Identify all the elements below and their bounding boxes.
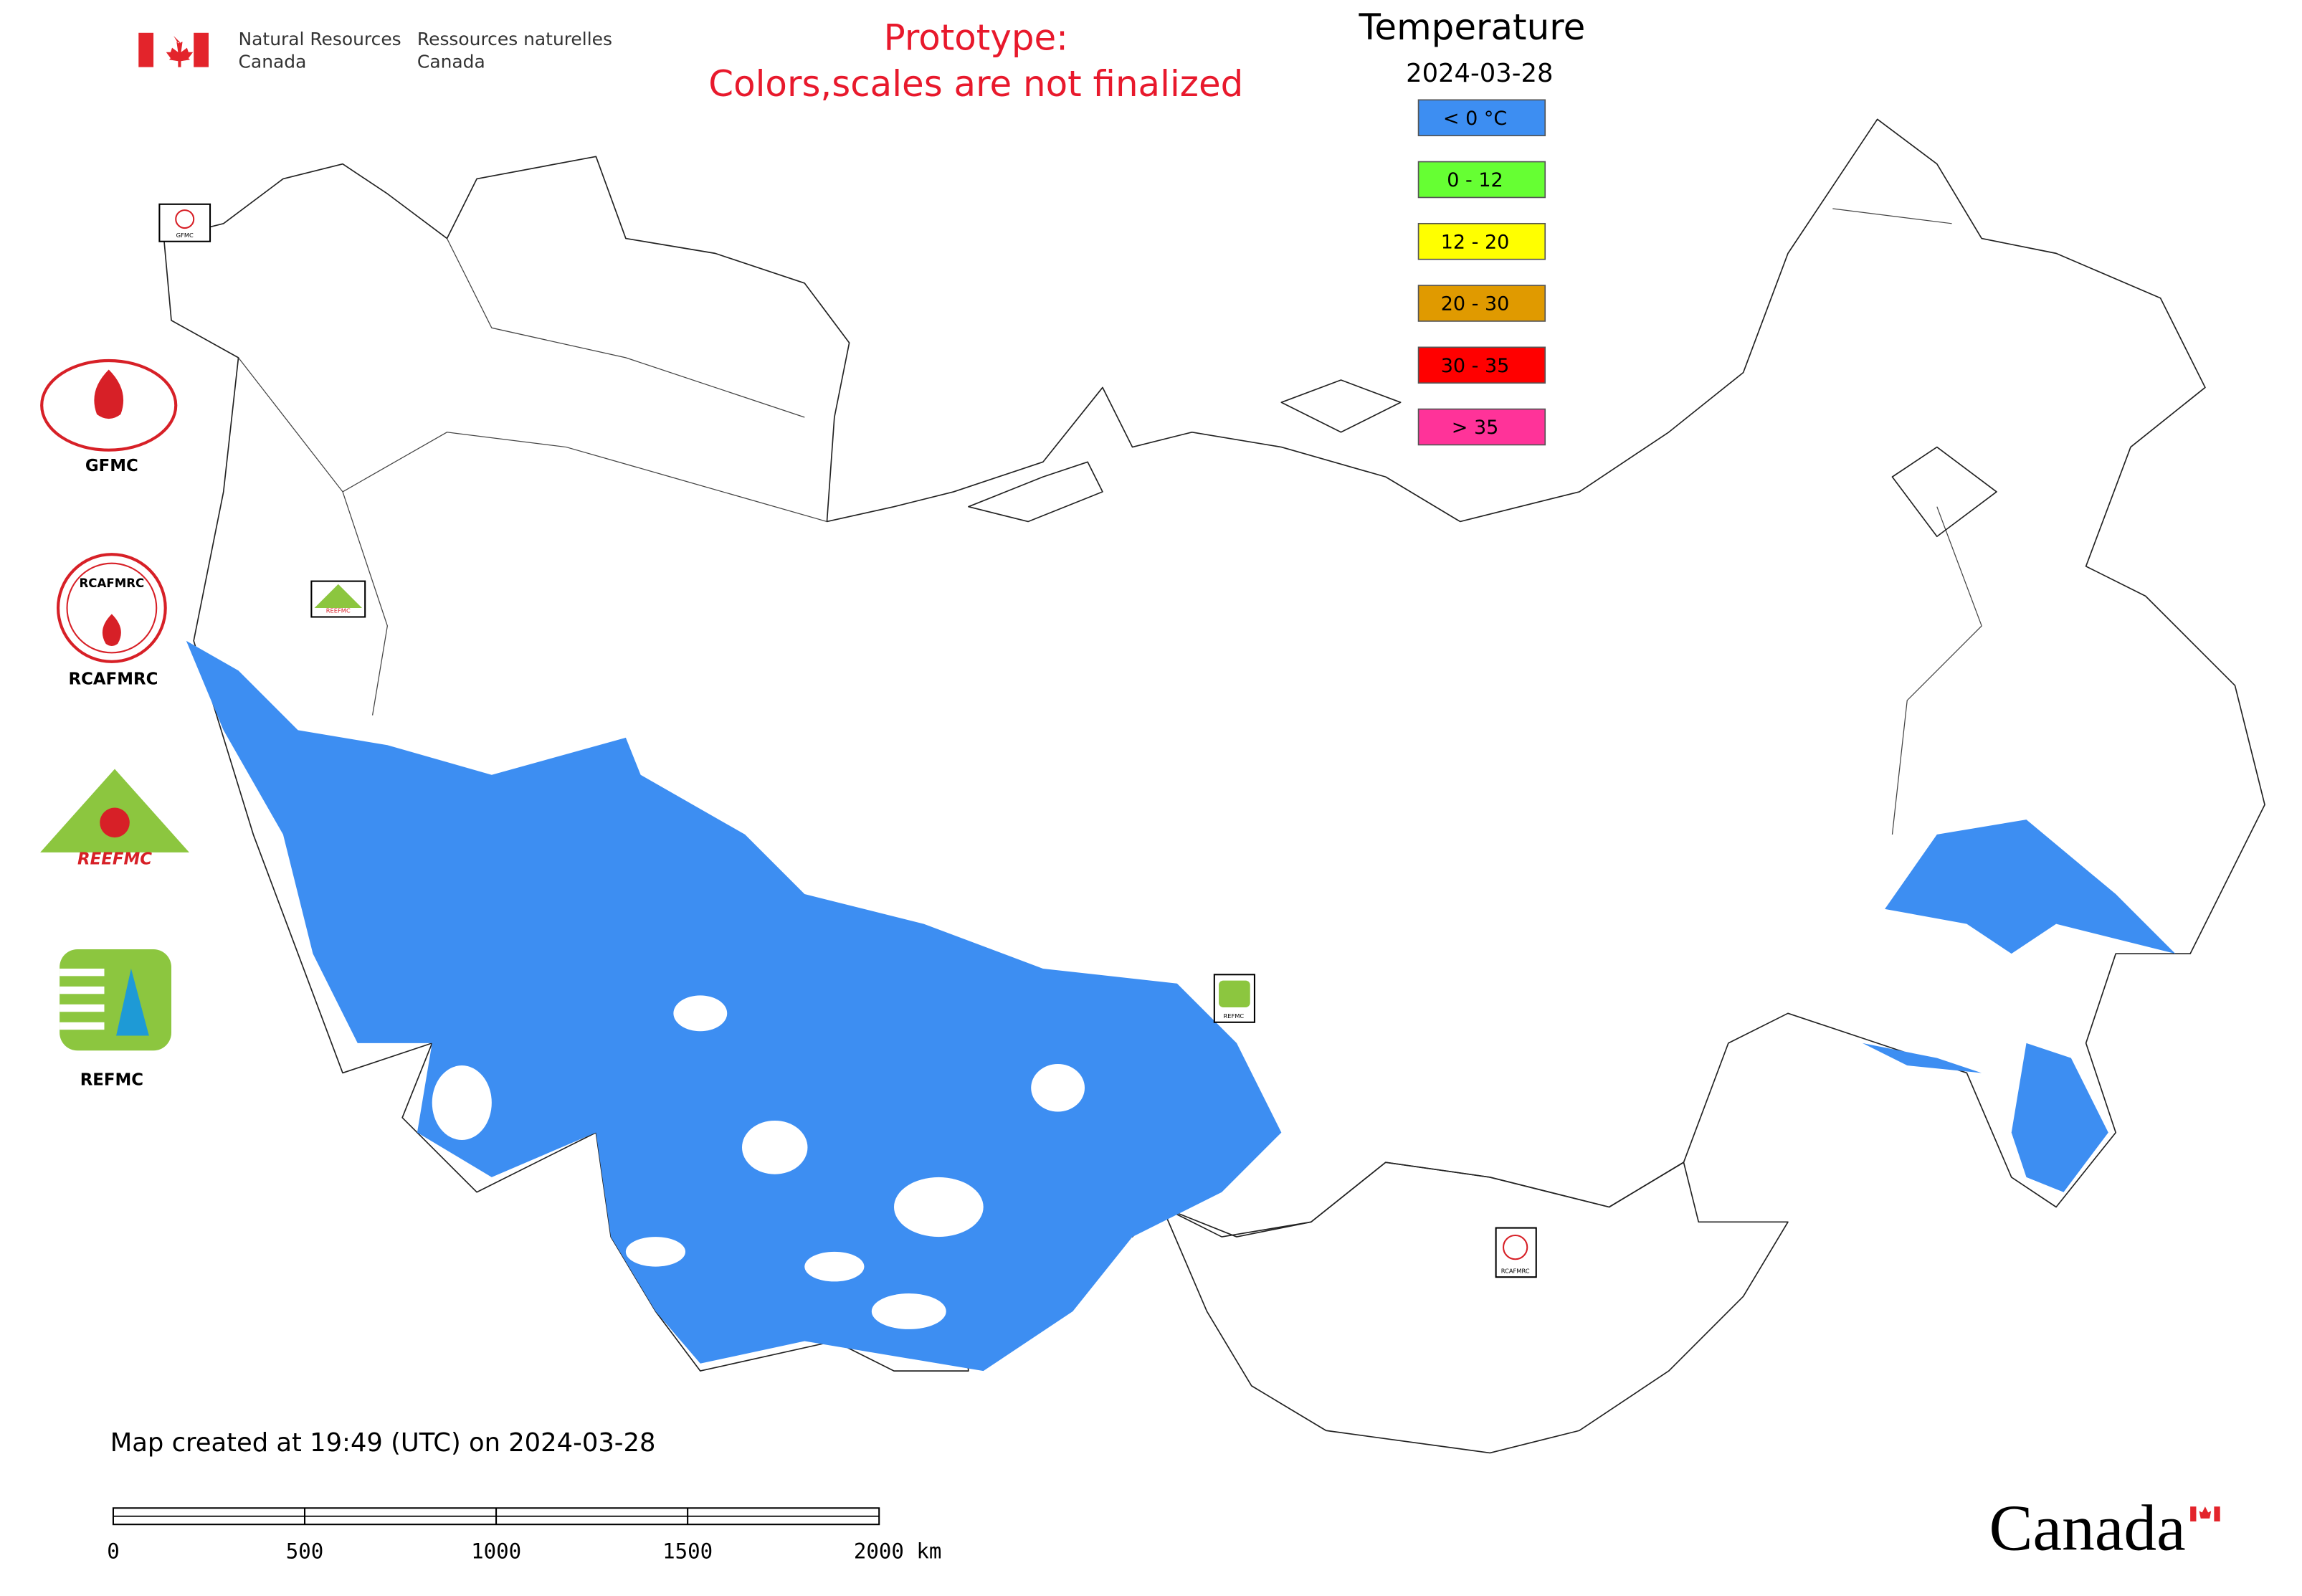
scale-label: 2000 km [854, 1539, 942, 1564]
logo-reefmc: REEFMC [40, 769, 189, 869]
temperature-layer [186, 640, 2176, 1372]
legend-swatch [1417, 285, 1546, 322]
dept-fr: Canada [417, 51, 485, 72]
legend-swatch [1417, 346, 1546, 384]
marker-label: RCAFMRC [1501, 1267, 1530, 1274]
wordmark: Canada [1989, 1492, 2186, 1564]
temperature-area [2011, 1042, 2108, 1192]
logo-gfmc: GFMC [40, 358, 178, 475]
marker-label: REEFMC [326, 607, 351, 614]
logo-label: GFMC [85, 457, 138, 475]
legend-title: Temperature [1358, 6, 1585, 48]
gaps [432, 995, 1085, 1329]
legend-label: 30 - 35 [1441, 355, 1510, 377]
canada-wordmark: Canada [1989, 1492, 2220, 1564]
marker-label: REFMC [1223, 1012, 1244, 1020]
scale-label: 1000 [471, 1539, 521, 1564]
flag-bar [138, 32, 154, 67]
dept-fr: Ressources naturelles [417, 29, 612, 49]
flag-bar [194, 32, 209, 67]
temperature-area [1862, 1042, 1982, 1073]
marker-label: GFMC [176, 232, 194, 239]
russia-outline [163, 118, 2265, 1372]
logo-refmc: REFMC [60, 949, 172, 1089]
island [968, 379, 1997, 538]
legend-label: < 0 °C [1443, 108, 1507, 130]
border [238, 238, 827, 716]
legend-label: 20 - 30 [1441, 293, 1510, 315]
scale-label: 1500 [662, 1539, 713, 1564]
scale-bar: 0 500 1000 1500 2000 km [107, 1507, 942, 1564]
logo-inner-label: REEFMC [77, 850, 152, 869]
scale-label: 500 [286, 1539, 324, 1564]
logo-rcafmrc: RCAFMRC RCAFMRC [56, 553, 167, 688]
created-note: Map created at 19:49 (UTC) on 2024-03-28 [110, 1428, 656, 1458]
logo-label: REFMC [80, 1070, 143, 1089]
dept-en: Canada [239, 51, 307, 72]
dept-en: Natural Resources [239, 29, 401, 49]
maple-leaf [166, 35, 194, 67]
notice: Prototype: [884, 17, 1068, 59]
nrcan-signature: Natural Resources Canada Ressources natu… [138, 29, 612, 72]
temperature-area [1885, 820, 2176, 954]
logo-inner-label: RCAFMRC [80, 576, 145, 590]
legend-label: 0 - 12 [1447, 169, 1503, 191]
notice: Colors,scales are not finalized [708, 63, 1243, 105]
legend-date: 2024-03-28 [1406, 59, 1553, 88]
logo-label: RCAFMRC [69, 670, 158, 688]
legend-label: 12 - 20 [1441, 231, 1510, 253]
legend-swatch [1417, 408, 1546, 446]
mongolia-outline [1161, 1162, 1789, 1454]
legend-swatch [1417, 99, 1546, 137]
legend: < 0 °C 0 - 12 12 - 20 20 - 30 30 - 35 > 35 [1417, 99, 1546, 446]
legend-label: > 35 [1452, 417, 1499, 439]
legend-swatch [1417, 161, 1546, 199]
border [1832, 208, 1982, 835]
legend-swatch [1417, 222, 1546, 260]
scale-label: 0 [107, 1539, 120, 1564]
temperature-area [186, 640, 1282, 1372]
map-markers: GFMC REEFMC REFMC RCAFMRC [158, 203, 1537, 1278]
